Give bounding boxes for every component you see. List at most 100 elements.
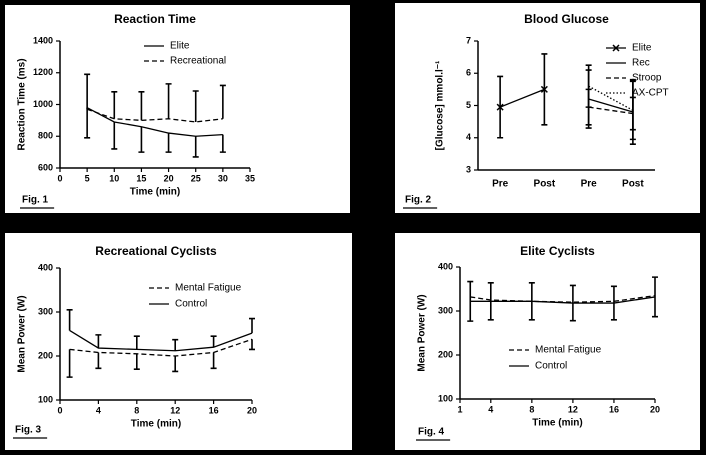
series-line [588, 98, 634, 113]
x-tick-label: 0 [57, 173, 62, 183]
y-tick-label: 3 [466, 164, 471, 174]
error-bar [192, 136, 199, 158]
error-bar [133, 335, 140, 350]
x-tick-label: 12 [568, 404, 578, 414]
error-bar [138, 91, 145, 121]
chart-title: Reaction Time [114, 12, 196, 26]
x-tick-label: 8 [529, 404, 534, 414]
y-tick-label: 200 [38, 350, 53, 360]
legend-label: Elite [170, 41, 190, 52]
y-tick-label: 600 [38, 162, 53, 172]
chart-title: Recreational Cyclists [95, 244, 217, 258]
panel [395, 3, 700, 213]
x-tick-label: 16 [609, 404, 619, 414]
y-tick-label: 400 [438, 261, 453, 271]
y-axis-label: Reaction Time (ms) [17, 58, 28, 150]
x-tick-label: 10 [109, 173, 119, 183]
x-tick-label: 20 [164, 173, 174, 183]
marker [496, 103, 504, 111]
error-bar [165, 133, 172, 153]
y-axis-label: Mean Power (W) [17, 295, 28, 372]
error-bar [249, 317, 255, 334]
panel [5, 5, 350, 213]
series-line [499, 88, 545, 108]
error-bar [84, 107, 91, 139]
x-tick-label: 35 [245, 173, 255, 183]
figure-label: Fig. 1 [22, 195, 49, 206]
y-tick-label: 100 [38, 394, 53, 404]
chart-title: Blood Glucose [524, 12, 609, 26]
y-tick-label: 7 [466, 35, 471, 45]
figure-label: Fig. 3 [15, 425, 42, 436]
y-tick-label: 5 [466, 100, 471, 110]
x-tick-label: 20 [650, 404, 660, 414]
error-bar [629, 80, 636, 141]
error-bar [66, 309, 73, 331]
panel [5, 233, 352, 450]
x-tick-label: 12 [170, 405, 180, 415]
error-bar [138, 126, 145, 153]
y-axis-label: [Glucose] mmol.l⁻¹ [435, 60, 446, 150]
x-tick-label: Post [622, 179, 644, 190]
error-bar [133, 353, 140, 370]
error-bar [585, 64, 592, 108]
x-tick-label: Pre [581, 179, 598, 190]
error-bar [84, 73, 91, 110]
error-bar [66, 349, 73, 378]
y-tick-label: 200 [438, 349, 453, 359]
x-tick-label: 30 [218, 173, 228, 183]
y-tick-label: 4 [466, 132, 471, 142]
series-line [69, 338, 253, 357]
legend-label: Mental Fatigue [175, 283, 242, 294]
error-bar [652, 276, 658, 318]
legend-label: AX-CPT [632, 88, 669, 99]
y-tick-label: 1400 [33, 35, 53, 45]
error-bar [95, 334, 102, 349]
y-tick-label: 300 [438, 305, 453, 315]
y-axis-label: Mean Power (W) [417, 294, 428, 371]
y-tick-label: 400 [38, 262, 53, 272]
x-tick-label: 0 [57, 405, 62, 415]
y-tick-label: 6 [466, 68, 471, 78]
x-tick-label: 5 [85, 173, 90, 183]
x-tick-label: 4 [96, 405, 101, 415]
error-bar [111, 91, 118, 119]
x-axis-label: Time (min) [130, 187, 180, 198]
x-tick-label: 20 [247, 405, 257, 415]
error-bar [172, 338, 179, 351]
error-bar [487, 282, 494, 321]
error-bar [467, 280, 474, 322]
x-tick-label: 1 [457, 404, 462, 414]
series-line [86, 108, 223, 123]
legend-label: Control [535, 361, 567, 372]
x-tick-label: 15 [136, 173, 146, 183]
x-tick-label: Post [534, 179, 556, 190]
y-tick-label: 100 [438, 393, 453, 403]
series-line [588, 85, 634, 111]
marker [540, 85, 548, 93]
y-tick-label: 800 [38, 131, 53, 141]
error-bar [219, 84, 226, 119]
error-bar [249, 339, 255, 351]
x-tick-label: 16 [209, 405, 219, 415]
figure-label: Fig. 2 [405, 195, 432, 206]
error-bar [165, 83, 172, 119]
x-tick-label: 25 [191, 173, 201, 183]
series-line [470, 296, 656, 304]
error-bar [210, 352, 217, 370]
error-bar [528, 282, 535, 321]
series-line [86, 107, 223, 137]
error-bar [192, 90, 199, 122]
legend-label: Control [175, 299, 207, 310]
legend-marker [612, 44, 620, 52]
x-tick-label: Pre [492, 179, 509, 190]
x-axis-label: Time (min) [131, 419, 181, 430]
x-axis-label: Time (min) [532, 418, 582, 429]
error-bar [219, 134, 226, 153]
series-line [69, 329, 253, 352]
y-tick-label: 300 [38, 306, 53, 316]
legend-label: Mental Fatigue [535, 345, 602, 356]
error-bar [95, 352, 102, 370]
error-bar [210, 335, 217, 348]
